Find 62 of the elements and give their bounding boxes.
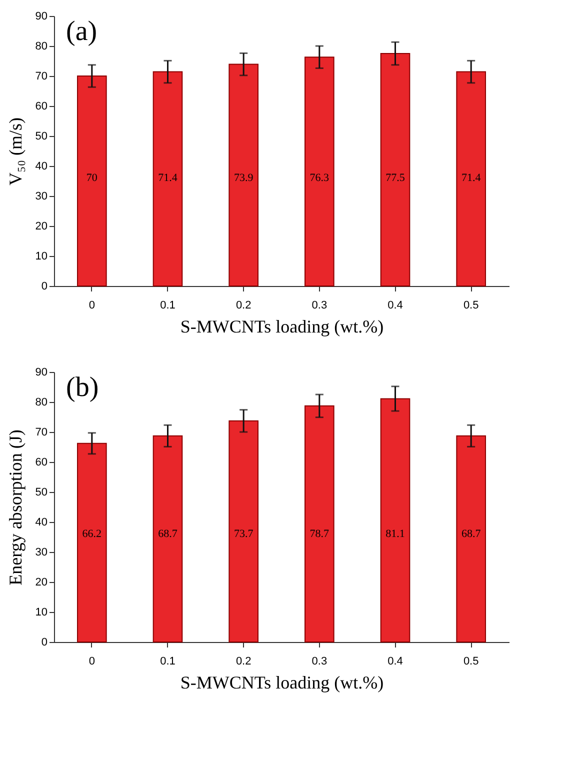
data-label: 66.2 (82, 528, 102, 540)
bar (304, 405, 334, 642)
x-tick-label: 0.2 (236, 656, 252, 668)
data-label: 73.9 (234, 172, 254, 184)
x-tick-label: 0.2 (236, 300, 252, 312)
bar (77, 76, 107, 286)
x-tick-label: 0.3 (312, 300, 328, 312)
data-label: 81.1 (386, 528, 405, 540)
y-tick-label: 70 (35, 426, 48, 438)
y-tick-label: 40 (35, 516, 48, 528)
bar (380, 53, 410, 286)
y-tick-label: 50 (35, 130, 48, 142)
y-tick-label: 20 (35, 576, 48, 588)
y-tick-label: 80 (35, 40, 48, 52)
bar (304, 56, 334, 286)
x-tick-label: 0.1 (160, 300, 176, 312)
data-label: 78.7 (310, 528, 330, 540)
data-label: 71.4 (158, 172, 178, 184)
x-tick-label: 0.4 (388, 300, 403, 312)
y-tick-label: 80 (35, 396, 48, 408)
y-tick-label: 50 (35, 486, 48, 498)
y-tick-label: 30 (35, 546, 48, 558)
data-label: 77.5 (386, 172, 406, 184)
data-label: 68.7 (158, 528, 178, 540)
data-label: 73.7 (234, 528, 254, 540)
y-axis-title: V₅₀ (m/s) (5, 117, 26, 186)
y-tick-label: 10 (35, 606, 48, 618)
x-tick-label: 0.5 (463, 656, 479, 668)
x-axis-title: S-MWCNTs loading (wt.%) (180, 316, 384, 336)
data-label: 70 (86, 172, 98, 184)
bar (152, 435, 183, 642)
data-label: 71.4 (461, 172, 482, 184)
x-tick-label: 0 (88, 656, 95, 668)
bar (456, 435, 486, 642)
annotation: (a) (66, 16, 98, 47)
data-label: 76.3 (310, 172, 330, 184)
annotation: (b) (66, 372, 99, 403)
y-tick-label: 10 (35, 250, 48, 262)
x-axis-title: S-MWCNTs loading (wt.%) (180, 672, 384, 692)
bar (228, 64, 258, 286)
y-tick-label: 90 (35, 10, 48, 22)
bar (228, 420, 258, 642)
bar (380, 398, 410, 642)
x-tick-label: 0.5 (463, 300, 479, 312)
y-tick-label: 60 (35, 100, 48, 112)
x-tick-label: 0.1 (160, 656, 176, 668)
y-tick-label: 60 (35, 456, 48, 468)
y-axis-title: Energy absorption (J) (5, 430, 26, 586)
y-tick-label: 40 (35, 160, 48, 172)
y-tick-label: 30 (35, 190, 48, 202)
y-tick-label: 0 (41, 636, 48, 648)
y-tick-label: 70 (35, 70, 48, 82)
y-tick-label: 90 (35, 366, 48, 378)
x-tick-label: 0.3 (312, 656, 328, 668)
y-tick-label: 20 (35, 220, 48, 232)
y-tick-label: 0 (41, 280, 48, 292)
bar (152, 71, 183, 286)
data-label: 68.7 (461, 528, 482, 540)
bar (456, 71, 486, 286)
x-tick-label: 0 (88, 300, 95, 312)
bar (77, 442, 107, 642)
x-tick-label: 0.4 (388, 656, 403, 668)
